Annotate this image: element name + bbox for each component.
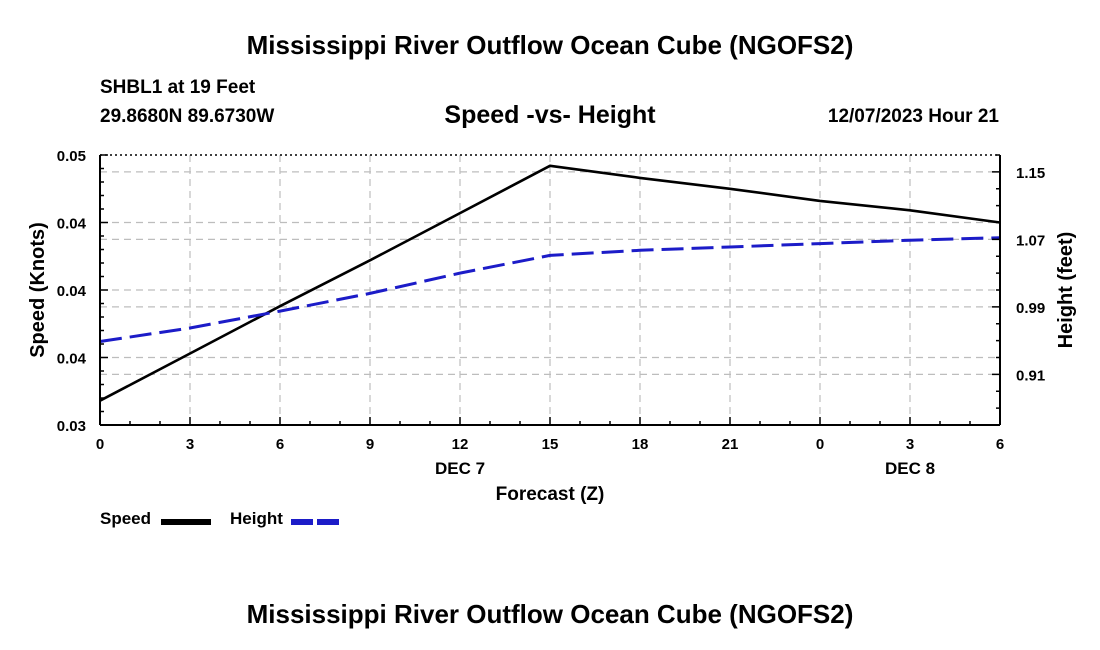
x-tick-label: 6: [276, 436, 284, 453]
y-tick-label: 0.04: [57, 351, 87, 368]
x-tick-label: 21: [722, 436, 739, 453]
y-tick-label: 0.03: [57, 418, 86, 435]
chart-title-repeat: Mississippi River Outflow Ocean Cube (NG…: [246, 599, 854, 629]
y-tick-label: 0.05: [57, 148, 86, 165]
forecast-datetime: 12/07/2023 Hour 21: [827, 106, 999, 127]
legend-item-speed: Speed: [100, 509, 151, 529]
station-coordinates: 29.8680N 89.6730W: [100, 106, 275, 127]
legend-item-height: Height: [230, 509, 283, 529]
x-tick-label: 18: [632, 436, 649, 453]
y-tick-label: 0.04: [57, 283, 87, 300]
date-label: DEC 8: [885, 459, 935, 478]
series-line-speed: [99, 164, 1001, 402]
y2-tick-label: 0.99: [1016, 300, 1045, 317]
legend-label-speed: Speed: [100, 509, 152, 528]
labels-layer: 0 3 6 9 12 15 18 21 0 3 6 DEC 7 DEC 8 Forecast (Z) 0.0…: [27, 148, 1077, 505]
grid-layer: [100, 155, 1000, 425]
x-tick-label: 3: [906, 436, 914, 453]
chart-title: Mississippi River Outflow Ocean Cube (NG…: [246, 30, 854, 60]
y-tick-label: 0.04: [57, 216, 87, 233]
x-tick-label: 9: [366, 436, 374, 453]
x-tick-label: 15: [542, 436, 559, 453]
series-line-height: [99, 236, 1001, 343]
legend-swatch-speed: [161, 519, 211, 525]
x-tick-label: 3: [186, 436, 194, 453]
y2-tick-label: 1.07: [1016, 232, 1045, 249]
x-tick-label: 0: [96, 436, 104, 453]
x-axis-title: Forecast (Z): [496, 484, 605, 505]
y2-axis-title: Height (feet): [1055, 232, 1077, 349]
legend-swatch-height: [291, 519, 341, 525]
station-label: SHBL1 at 19 Feet: [100, 77, 256, 98]
x-tick-label: 6: [996, 436, 1004, 453]
y2-tick-label: 0.91: [1016, 367, 1045, 384]
y-axis-title: Speed (Knots): [27, 222, 49, 358]
legend-label-height: Height: [230, 509, 283, 528]
y2-tick-label: 1.15: [1016, 165, 1045, 182]
date-label: DEC 7: [435, 459, 485, 478]
x-tick-label: 12: [452, 436, 469, 453]
x-tick-label: 0: [816, 436, 824, 453]
axes-layer: [99, 154, 1001, 426]
chart-subtitle: Speed -vs- Height: [444, 101, 656, 129]
series-layer: [99, 164, 1001, 402]
